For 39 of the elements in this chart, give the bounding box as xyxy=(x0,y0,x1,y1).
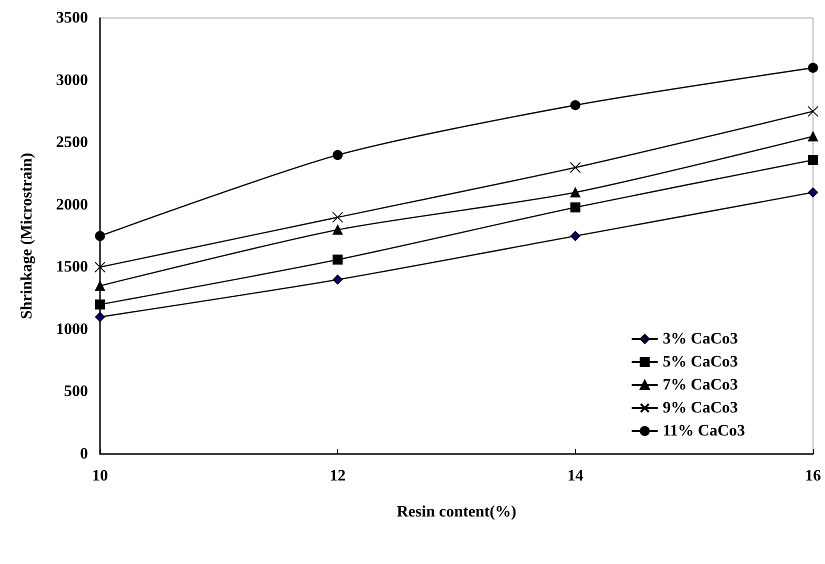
legend-label: 9% CaCo3 xyxy=(662,400,738,416)
point xyxy=(808,131,818,142)
point xyxy=(332,212,344,223)
x-tick-label: 16 xyxy=(805,468,821,484)
point xyxy=(95,280,105,291)
x-axis-title: Resin content(%) xyxy=(396,504,516,520)
y-tick-label: 3500 xyxy=(56,10,88,26)
point xyxy=(808,106,818,117)
x-tick-label: 10 xyxy=(92,468,108,484)
point xyxy=(332,274,343,285)
y-tick-label: 1000 xyxy=(56,320,88,338)
point xyxy=(570,231,580,241)
point xyxy=(570,202,580,212)
point xyxy=(332,150,343,160)
point xyxy=(808,62,818,73)
x-tick-label: 12 xyxy=(330,468,346,484)
x-tick-label: 14 xyxy=(567,468,584,484)
legend-label: 7% CaCo3 xyxy=(662,376,738,394)
point xyxy=(95,231,105,241)
y-axis-title: Shrinkage (Microstrain) xyxy=(18,152,36,320)
point xyxy=(95,312,105,322)
point xyxy=(95,300,105,310)
legend-label: 3% CaCo3 xyxy=(662,330,738,348)
point xyxy=(808,187,818,198)
y-tick-label: 0 xyxy=(80,446,88,462)
point xyxy=(570,100,580,110)
point xyxy=(94,262,106,273)
y-tick-label: 1500 xyxy=(56,258,88,276)
point xyxy=(570,162,581,173)
point xyxy=(570,187,580,198)
y-tick-label: 3000 xyxy=(56,72,88,89)
y-tick-label: 2000 xyxy=(56,196,88,214)
y-tick-label: 2500 xyxy=(56,134,88,152)
y-tick-label: 500 xyxy=(64,383,88,400)
point xyxy=(332,254,343,265)
legend-label: 5% CaCo3 xyxy=(662,354,738,370)
point xyxy=(332,224,343,235)
point xyxy=(808,155,818,166)
legend-label: 11% CaCo3 xyxy=(662,422,746,440)
